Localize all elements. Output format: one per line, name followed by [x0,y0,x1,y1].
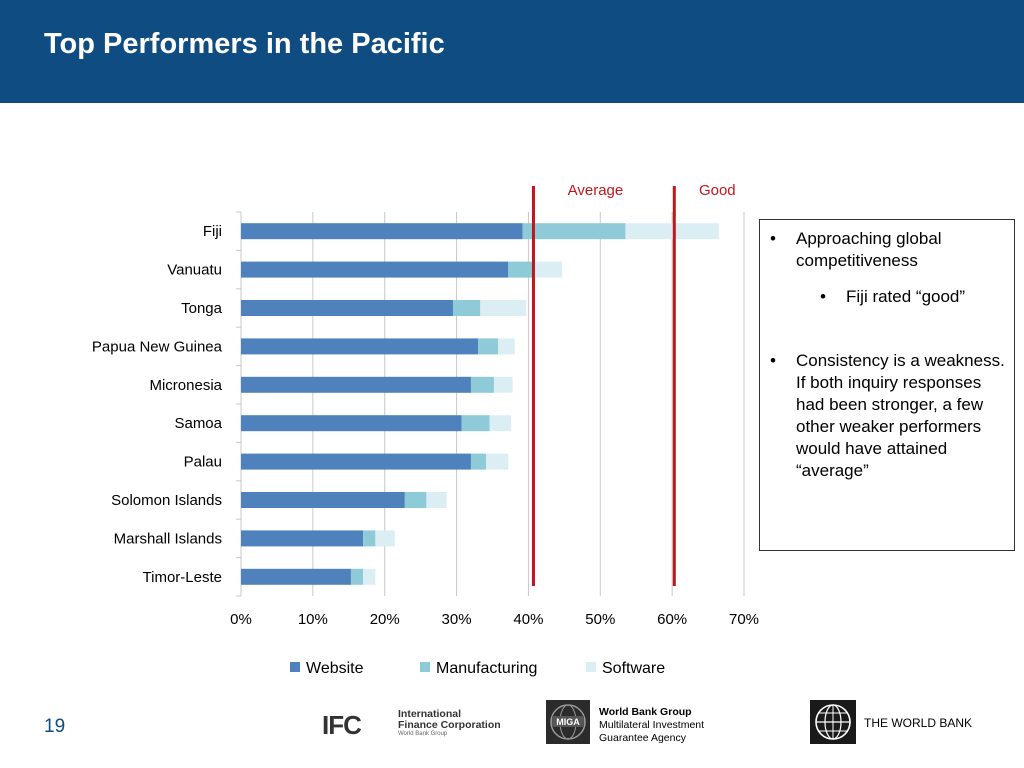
bar-segment-manufacturing [470,376,494,393]
bar-segment-software [532,261,563,278]
world-bank-name: THE WORLD BANK [864,716,973,730]
ifc-sub: World Bank Group [398,731,448,737]
bullet-symbol: • [770,351,776,370]
callout-bullet-1-sub-text: Fiji rated “good” [846,287,966,306]
callout-bullet-2: • Consistency is a weakness. If both inq… [770,350,1010,482]
legend-label: Manufacturing [436,660,537,677]
callout-bullet-1-text: Approaching global competitiveness [796,229,942,270]
miga-logo: MIGA [546,700,590,744]
bar-segment-software [493,376,513,393]
bar-segment-manufacturing [478,338,499,355]
world-bank-logo [810,700,856,744]
category-label: Samoa [174,415,222,432]
bullet-symbol: • [770,229,776,248]
slide-title: Top Performers in the Pacific [44,28,445,60]
x-tick-label: 20% [370,611,400,628]
x-tick-label: 10% [298,611,328,628]
ifc-name-line1: International [398,708,462,720]
miga-line3: Guarantee Agency [599,732,686,744]
ifc-name: International Finance Corporation [398,709,501,731]
bar-segment-software [625,223,719,240]
bar-segment-manufacturing [350,568,364,585]
miga-mark: MIGA [556,717,580,727]
reference-label: Average [568,182,624,199]
ifc-mark: IFC [322,710,362,740]
bar-segment-website [241,453,471,470]
legend-label: Software [602,660,665,677]
bar-segment-website [241,568,351,585]
callout-bullet-1-sub: • Fiji rated “good” [820,286,1010,308]
bar-segment-software [489,415,512,432]
category-label: Papua New Guinea [92,338,223,355]
bar-segment-website [241,261,509,278]
bar-segment-manufacturing [461,415,490,432]
miga-line2: Multilateral Investment [599,719,705,731]
bar-segment-manufacturing [470,453,487,470]
bar-segment-software [375,530,395,547]
bar-segment-website [241,223,523,240]
legend-label: Website [306,660,364,677]
header-bar: Top Performers in the Pacific [0,0,1024,103]
miga-line1: World Bank Group [599,706,692,718]
legend-swatch [420,662,430,672]
category-label: Palau [184,454,222,471]
x-tick-label: 30% [442,611,472,628]
miga-globe-icon: MIGA [550,704,586,740]
ifc-logo: IFC International Finance Corporation Wo… [322,708,502,741]
legend-swatch [586,662,596,672]
bar-segment-software [363,568,376,585]
bar-segment-website [241,530,364,547]
category-label: Fiji [203,223,222,240]
ifc-name-line2: Finance Corporation [398,719,501,731]
bullet-symbol: • [820,287,826,306]
category-label: Marshall Islands [114,530,222,547]
legend-swatch [290,662,300,672]
category-label: Timor-Leste [143,569,222,586]
world-bank-globe-icon [815,704,851,740]
category-label: Solomon Islands [111,492,222,509]
callout-bullet-1: • Approaching global competitiveness [770,228,1000,272]
stacked-bar-chart: 0% 10% 20% 30% 40% 50% 60% 70% Fiji Vanuatu Tonga P… [92,182,759,677]
bar-segment-manufacturing [363,530,376,547]
category-label: Vanuatu [167,262,222,279]
bar-segment-manufacturing [404,492,427,508]
category-label: Tonga [181,300,223,317]
x-tick-label: 60% [657,611,687,628]
bar-segment-manufacturing [508,261,533,278]
callout-bullet-2-text: Consistency is a weakness. If both inqui… [796,351,1005,480]
bar-segment-manufacturing [522,223,626,240]
bar-segment-website [241,338,479,355]
bar-segment-software [480,300,527,316]
bar-segment-software [486,453,509,470]
bar-segment-software [498,338,515,355]
x-tick-label: 0% [230,611,252,628]
bar-segment-software [426,492,447,508]
x-tick-label: 40% [513,611,543,628]
reference-label: Good [699,182,736,199]
bar-segment-website [241,415,462,432]
bar-segment-website [241,376,471,393]
x-tick-label: 70% [729,611,759,628]
bar-segment-manufacturing [452,300,481,316]
category-label: Micronesia [149,377,222,394]
page-number: 19 [44,716,66,737]
bar-segment-website [241,492,405,508]
miga-text: World Bank Group Multilateral Investment… [599,706,704,745]
bar-segment-website [241,300,453,316]
x-tick-label: 50% [585,611,615,628]
callout-box: • Approaching global competitiveness • F… [759,219,1015,551]
